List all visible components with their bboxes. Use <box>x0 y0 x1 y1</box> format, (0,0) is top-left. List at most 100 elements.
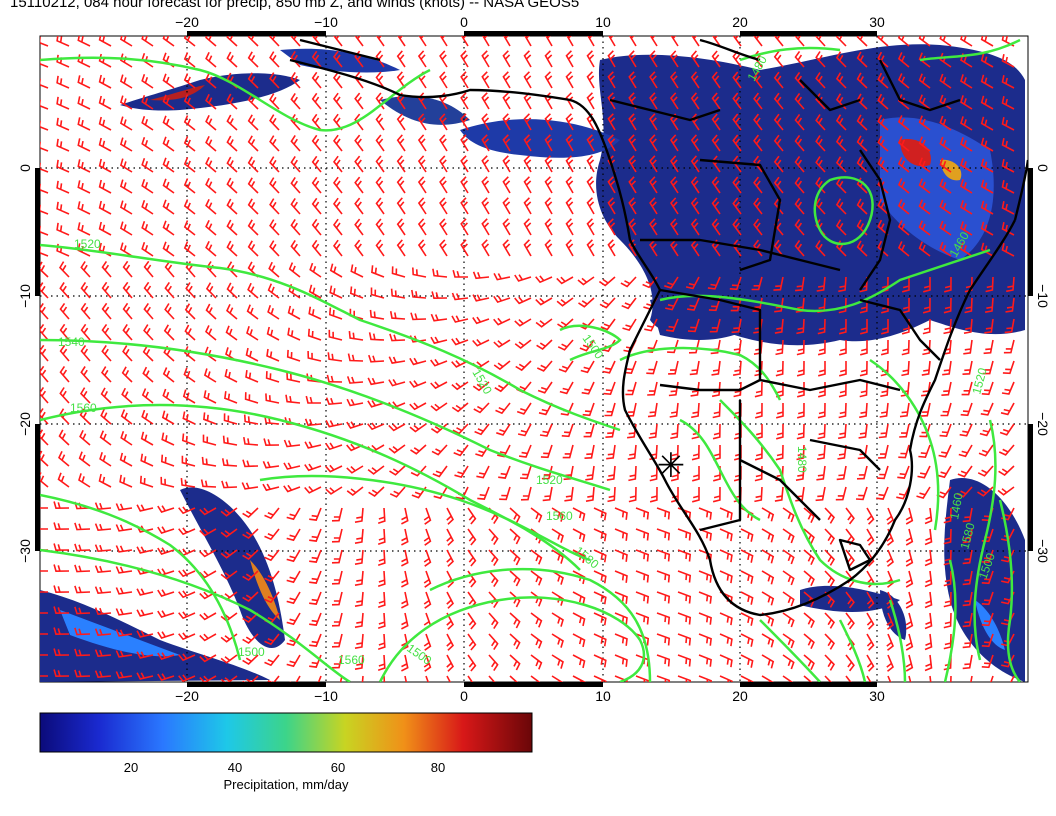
wind-barb <box>628 134 637 152</box>
wind-barb <box>288 262 301 278</box>
wind-barb <box>122 345 133 362</box>
contour-label: 1580 <box>957 521 978 551</box>
wind-barb <box>451 337 469 346</box>
wind-barb <box>918 115 931 131</box>
wind-barb <box>815 486 826 502</box>
wind-barb <box>205 282 217 299</box>
wind-barb <box>431 444 448 456</box>
wind-barb <box>732 36 742 47</box>
wind-barb <box>690 155 700 173</box>
wind-barb <box>481 176 490 194</box>
wind-barb <box>598 276 616 287</box>
wind-barb <box>580 360 595 374</box>
wind-barb <box>242 549 259 561</box>
wind-barb <box>578 297 595 308</box>
wind-barb <box>502 134 511 152</box>
wind-barb <box>375 134 385 152</box>
wind-barb <box>269 240 280 257</box>
wind-barb <box>593 549 607 563</box>
wind-barb <box>509 570 521 587</box>
wind-barb <box>375 218 385 236</box>
wind-barb <box>368 354 385 363</box>
wind-barb <box>205 72 217 89</box>
wind-barb <box>502 155 511 173</box>
wind-barb <box>835 51 847 68</box>
wind-barb <box>498 465 511 479</box>
wind-barb <box>77 36 91 47</box>
wind-barb <box>226 219 238 236</box>
wind-barb <box>101 344 112 362</box>
wind-barb <box>773 239 784 257</box>
wind-barb <box>439 218 448 236</box>
wind-barb <box>245 347 259 362</box>
wind-barb <box>970 675 973 682</box>
wind-barb <box>956 486 973 498</box>
wind-barb <box>753 92 763 110</box>
wind-barb <box>962 591 973 607</box>
wind-barb <box>878 444 889 459</box>
wind-barb <box>115 587 133 595</box>
wind-barb <box>761 570 775 585</box>
wind-barb <box>593 675 607 682</box>
wind-barb <box>977 465 994 477</box>
wind-barb <box>451 292 469 301</box>
wind-barb <box>350 264 364 278</box>
wind-barb <box>78 451 91 467</box>
wind-barb <box>775 423 784 440</box>
wind-barb <box>157 610 175 618</box>
lat-tick-left: −20 <box>17 412 33 436</box>
wind-barb <box>656 633 671 646</box>
wind-barb <box>939 423 952 438</box>
wind-barb <box>859 319 868 335</box>
wind-barb <box>523 113 532 131</box>
wind-barb <box>978 444 994 457</box>
wind-barb <box>183 157 196 173</box>
contour-label: 1500 <box>238 645 265 659</box>
wind-barb <box>917 465 931 479</box>
wind-barb <box>817 339 826 356</box>
wind-barb <box>56 180 70 194</box>
wind-barb <box>242 591 259 603</box>
wind-barb <box>122 323 133 341</box>
wind-barb <box>476 465 490 479</box>
wind-barb <box>815 240 826 257</box>
wind-barb <box>918 444 931 459</box>
wind-barb <box>824 507 836 524</box>
wind-barb <box>409 423 427 433</box>
wind-barb <box>245 369 259 383</box>
wind-barb <box>141 73 154 89</box>
wind-barb <box>614 528 628 541</box>
wind-barb <box>897 73 910 89</box>
wind-barb <box>544 155 553 173</box>
wind-barb <box>977 486 994 497</box>
wind-barb <box>451 402 469 413</box>
wind-barb <box>775 360 784 377</box>
wind-barb <box>544 113 553 131</box>
wind-barb <box>119 116 133 131</box>
wind-barb <box>740 654 754 668</box>
wind-barb <box>346 486 364 497</box>
wind-barb <box>309 262 322 278</box>
wind-barb <box>502 197 511 215</box>
wind-barb <box>460 155 469 173</box>
wind-barb <box>523 50 532 68</box>
wind-barb <box>388 444 406 454</box>
lon-tick-top: −20 <box>175 14 199 30</box>
wind-barb <box>732 176 742 194</box>
wind-barb <box>981 633 994 648</box>
wind-barb <box>782 654 795 670</box>
wind-barb <box>732 197 742 215</box>
wind-barb <box>866 633 875 651</box>
wind-barb <box>472 271 490 280</box>
wind-barb <box>691 466 700 482</box>
wind-barb <box>943 633 952 650</box>
wind-barb <box>698 591 712 604</box>
wind-barb <box>856 198 868 215</box>
wind-barb <box>530 507 543 523</box>
wind-barb <box>40 450 49 467</box>
wind-barb <box>226 156 238 173</box>
wind-barb <box>286 654 301 668</box>
wind-barb <box>269 219 280 236</box>
wind-barb <box>247 240 259 257</box>
wind-barb <box>866 612 875 630</box>
